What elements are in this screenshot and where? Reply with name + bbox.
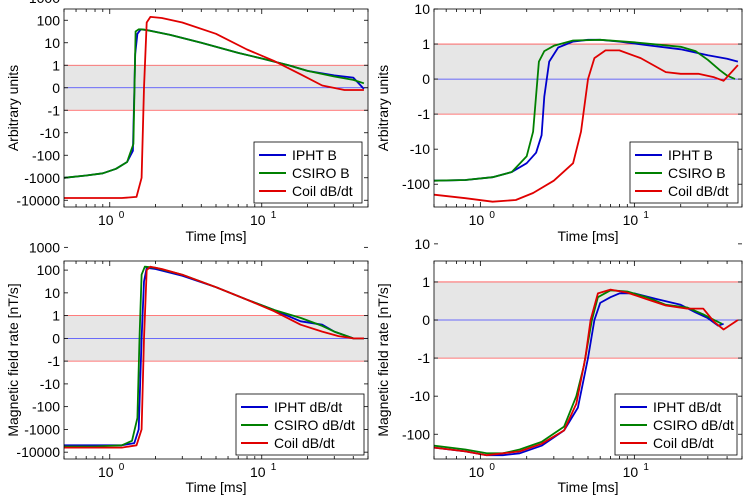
x-tick-label: 10 <box>469 212 485 228</box>
x-axis-label: Time [ms] <box>186 228 247 244</box>
x-tick-exponent: 0 <box>489 210 495 221</box>
y-tick-label: 0 <box>422 312 430 328</box>
panel-top-left: 10001001010-1-10-100-1000-10000100101Tim… <box>5 0 369 244</box>
x-axis-label: Time [ms] <box>558 228 619 244</box>
y-tick-label: 0 <box>422 71 430 87</box>
y-tick-label: -10 <box>40 125 60 141</box>
x-tick-label: 10 <box>250 212 266 228</box>
x-tick-exponent: 0 <box>489 462 495 473</box>
y-tick-label: 1000 <box>29 239 60 255</box>
series-line-2 <box>434 288 739 457</box>
y-tick-label: 1 <box>422 36 430 52</box>
x-tick-exponent: 1 <box>643 462 649 473</box>
y-tick-label: 1 <box>52 308 60 324</box>
series-line-0 <box>434 292 724 457</box>
x-tick-exponent: 1 <box>271 462 277 473</box>
y-axis-label: Arbitrary units <box>375 65 391 151</box>
y-tick-label: 10 <box>44 285 60 301</box>
y-tick-label: -1 <box>418 350 431 366</box>
x-tick-label: 10 <box>623 212 639 228</box>
x-tick-exponent: 1 <box>271 210 277 221</box>
y-tick-label: 1000 <box>29 0 60 6</box>
y-tick-label: 0 <box>52 330 60 346</box>
legend: IPHT dB/dt CSIRO dB/dt Coil dB/dt <box>235 393 365 456</box>
legend-label: CSIRO B <box>668 165 726 181</box>
x-tick-label: 10 <box>623 464 639 480</box>
y-tick-label: -100 <box>402 176 430 192</box>
y-tick-label: 10 <box>414 1 430 17</box>
legend-label: Coil dB/dt <box>668 183 729 199</box>
series-line-2 <box>434 49 739 203</box>
x-tick-label: 10 <box>250 464 266 480</box>
y-tick-label: -1 <box>48 353 61 369</box>
x-tick-exponent: 1 <box>643 210 649 221</box>
legend: IPHT B CSIRO B Coil dB/dt <box>253 141 363 204</box>
y-axis-label: Magnetic field rate [nT/s] <box>5 283 21 436</box>
legend-label: Coil dB/dt <box>653 435 714 451</box>
y-tick-label: 10 <box>414 236 430 252</box>
y-tick-label: -1000 <box>24 421 60 437</box>
legend-label: Coil dB/dt <box>274 435 335 451</box>
y-tick-label: -100 <box>32 399 60 415</box>
y-tick-label: -100 <box>402 426 430 442</box>
x-tick-label: 10 <box>98 464 114 480</box>
series-line-0 <box>64 266 364 447</box>
y-tick-label: -10 <box>40 376 60 392</box>
y-tick-label: 1 <box>422 274 430 290</box>
y-tick-label: -10000 <box>16 444 60 460</box>
x-axis-label: Time [ms] <box>186 479 247 495</box>
x-tick-exponent: 0 <box>119 462 125 473</box>
legend-label: CSIRO dB/dt <box>653 417 734 433</box>
legend-label: IPHT dB/dt <box>274 399 342 415</box>
legend-label: CSIRO dB/dt <box>274 417 355 433</box>
y-tick-label: -10 <box>410 141 430 157</box>
legend: IPHT B CSIRO B Coil dB/dt <box>629 141 739 204</box>
y-tick-label: -10 <box>410 388 430 404</box>
legend-label: IPHT B <box>668 147 713 163</box>
y-tick-label: -100 <box>32 147 60 163</box>
y-tick-label: -1 <box>48 102 61 118</box>
legend: IPHT dB/dt CSIRO dB/dt Coil dB/dt <box>614 393 738 456</box>
legend-label: IPHT B <box>292 147 337 163</box>
series-line-1 <box>64 28 365 179</box>
y-axis-label: Magnetic field rate [nT/s] <box>375 283 391 436</box>
y-tick-label: 1 <box>52 57 60 73</box>
y-tick-label: -1 <box>418 106 431 122</box>
y-tick-label: 0 <box>52 80 60 96</box>
legend-label: Coil dB/dt <box>292 183 353 199</box>
x-tick-label: 10 <box>469 464 485 480</box>
series-line-2 <box>64 265 364 449</box>
y-tick-label: 10 <box>44 35 60 51</box>
y-tick-label: 100 <box>37 262 61 278</box>
series-line-1 <box>434 38 736 182</box>
series-line-2 <box>64 15 364 199</box>
y-axis-label: Arbitrary units <box>5 65 21 151</box>
y-tick-label: -10000 <box>16 192 60 208</box>
y-tick-label: 100 <box>37 12 61 28</box>
x-tick-exponent: 0 <box>119 210 125 221</box>
legend-label: IPHT dB/dt <box>653 399 721 415</box>
x-tick-label: 10 <box>98 212 114 228</box>
x-axis-label: Time [ms] <box>558 479 619 495</box>
y-tick-label: -1000 <box>24 170 60 186</box>
legend-label: CSIRO B <box>292 165 350 181</box>
